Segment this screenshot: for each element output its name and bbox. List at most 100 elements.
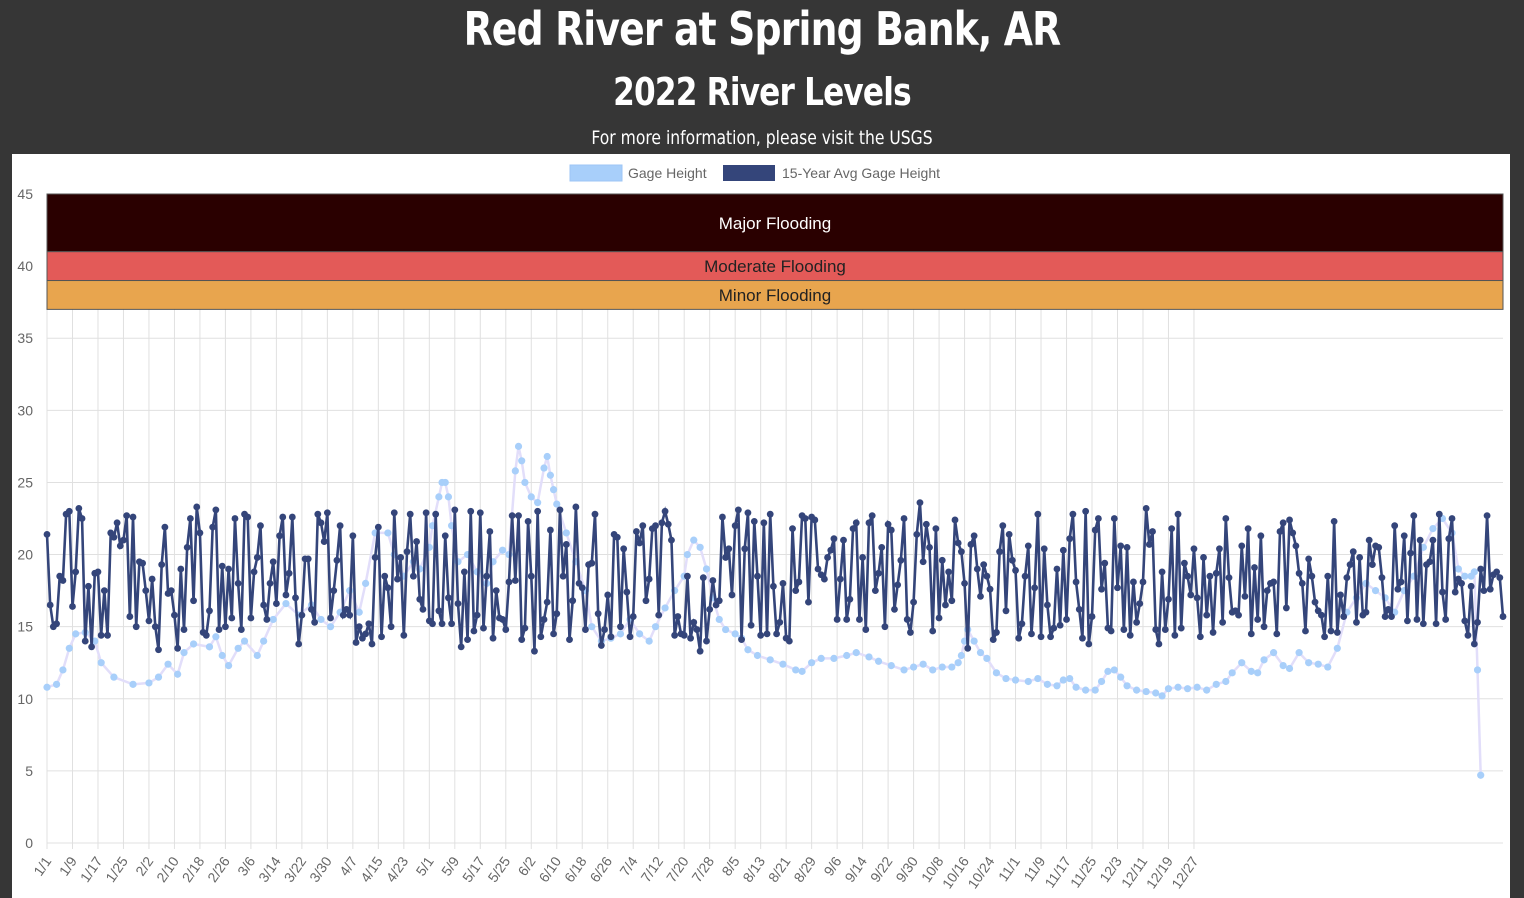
gage-height-point: [1110, 666, 1118, 674]
avg-gage-height-point: [770, 582, 777, 590]
avg-gage-height-point: [766, 510, 774, 518]
avg-gage-height-point: [785, 637, 793, 645]
avg-gage-height-point: [403, 548, 411, 556]
avg-gage-height-point: [167, 587, 175, 595]
avg-gage-height-point: [709, 577, 717, 584]
gage-height-point: [1152, 689, 1160, 697]
avg-gage-height-point: [1171, 631, 1179, 639]
avg-gage-height-point: [1442, 616, 1450, 623]
avg-gage-height-point: [247, 614, 255, 622]
avg-gage-height-point: [1120, 626, 1128, 633]
avg-gage-height-point: [1273, 630, 1281, 638]
x-tick-label: 10/24: [964, 853, 997, 891]
avg-gage-height-point: [725, 545, 733, 553]
flood-band: [46, 251, 1504, 282]
avg-gage-height-point: [938, 556, 946, 564]
avg-gage-height-point: [999, 522, 1007, 530]
avg-gage-height-point: [511, 577, 519, 584]
avg-gage-height-point: [957, 548, 965, 556]
avg-gage-height-point: [126, 613, 134, 620]
avg-gage-height-point: [400, 631, 408, 639]
avg-gage-height-point: [1486, 585, 1494, 593]
avg-gage-height-point: [186, 515, 194, 522]
gage-height-point: [1034, 674, 1042, 683]
avg-gage-height-point: [1480, 587, 1488, 595]
avg-gage-height-point: [190, 597, 197, 605]
avg-gage-height-point: [1404, 617, 1411, 625]
avg-gage-height-point: [986, 585, 994, 593]
avg-gage-height-point: [741, 545, 749, 553]
avg-gage-height-point: [1139, 578, 1147, 586]
avg-gage-height-point: [276, 532, 283, 540]
avg-gage-height-point: [891, 605, 898, 613]
avg-gage-height-point: [1298, 580, 1306, 587]
gage-height-point: [1059, 676, 1067, 684]
avg-gage-height-point: [116, 542, 124, 550]
gage-height-point: [909, 663, 918, 671]
avg-gage-height-point: [253, 554, 261, 561]
avg-gage-height-point: [1018, 620, 1026, 628]
avg-gage-height-point: [1012, 567, 1019, 574]
gage-height-point: [97, 659, 105, 667]
avg-gage-height-point: [1225, 574, 1233, 582]
avg-gage-height-point: [269, 558, 277, 566]
avg-gage-height-point: [371, 554, 379, 561]
legend: Gage Height 15-Year Avg Gage Height: [569, 164, 940, 182]
avg-gage-height-point: [451, 506, 459, 514]
avg-gage-height-point: [320, 538, 328, 545]
flood-band-label: Moderate Flooding: [704, 257, 846, 276]
avg-gage-height-point: [46, 601, 54, 609]
avg-gage-height-point: [1063, 616, 1070, 623]
avg-gage-height-point: [1496, 574, 1504, 582]
x-tick-label: 3/30: [306, 853, 335, 885]
avg-gage-height-point: [1289, 529, 1297, 537]
x-tick-label: 1/17: [77, 853, 106, 885]
x-tick-label: 6/26: [586, 853, 615, 885]
gage-height-point: [1305, 659, 1313, 667]
gage-height-point: [696, 543, 704, 551]
avg-gage-height-point: [897, 556, 905, 564]
avg-gage-height-point: [333, 556, 341, 564]
avg-gage-height-point: [655, 611, 663, 619]
gage-height-point: [527, 493, 535, 501]
avg-gage-height-point: [613, 533, 621, 541]
avg-gage-height-point: [645, 575, 653, 583]
avg-gage-height-point: [1021, 572, 1029, 580]
avg-gage-height-point: [553, 610, 561, 618]
gage-height-point: [65, 644, 73, 652]
gage-height-point: [1254, 669, 1262, 677]
gage-height-point: [543, 452, 551, 461]
avg-gage-height-point: [282, 591, 290, 599]
gage-height-point: [830, 654, 838, 662]
avg-gage-height-point: [327, 614, 334, 622]
avg-gage-height-point: [1174, 510, 1182, 518]
avg-gage-height-point: [177, 565, 185, 573]
avg-gage-height-point: [1133, 618, 1141, 626]
avg-gage-height-point: [155, 646, 162, 654]
avg-gage-height-point: [795, 578, 803, 586]
avg-gage-height-point: [1034, 510, 1042, 518]
avg-gage-height-point: [977, 592, 984, 600]
gage-height-point: [1117, 673, 1125, 681]
gage-height-point: [164, 660, 172, 668]
avg-gage-height-point: [932, 525, 940, 532]
gage-height-point: [180, 649, 188, 657]
avg-gage-height-point: [1365, 536, 1373, 544]
avg-gage-height-point: [1461, 617, 1469, 625]
gage-height-point: [715, 615, 723, 624]
avg-gage-height-point: [406, 510, 414, 518]
avg-gage-height-point: [515, 512, 522, 520]
avg-gage-height-point: [811, 516, 819, 524]
avg-gage-height-point: [900, 515, 908, 522]
avg-gage-height-point: [706, 605, 714, 613]
avg-gage-height-point: [868, 512, 876, 520]
gage-height-point: [808, 659, 816, 667]
gage-height-point: [817, 654, 825, 662]
avg-gage-height-point: [884, 520, 892, 528]
gage-height-point: [43, 683, 51, 691]
avg-gage-height-point: [951, 516, 959, 524]
avg-gage-height-point: [566, 636, 573, 644]
avg-gage-height-point: [1368, 561, 1376, 569]
gage-height-point: [129, 680, 137, 688]
avg-gage-height-point: [1333, 629, 1341, 636]
